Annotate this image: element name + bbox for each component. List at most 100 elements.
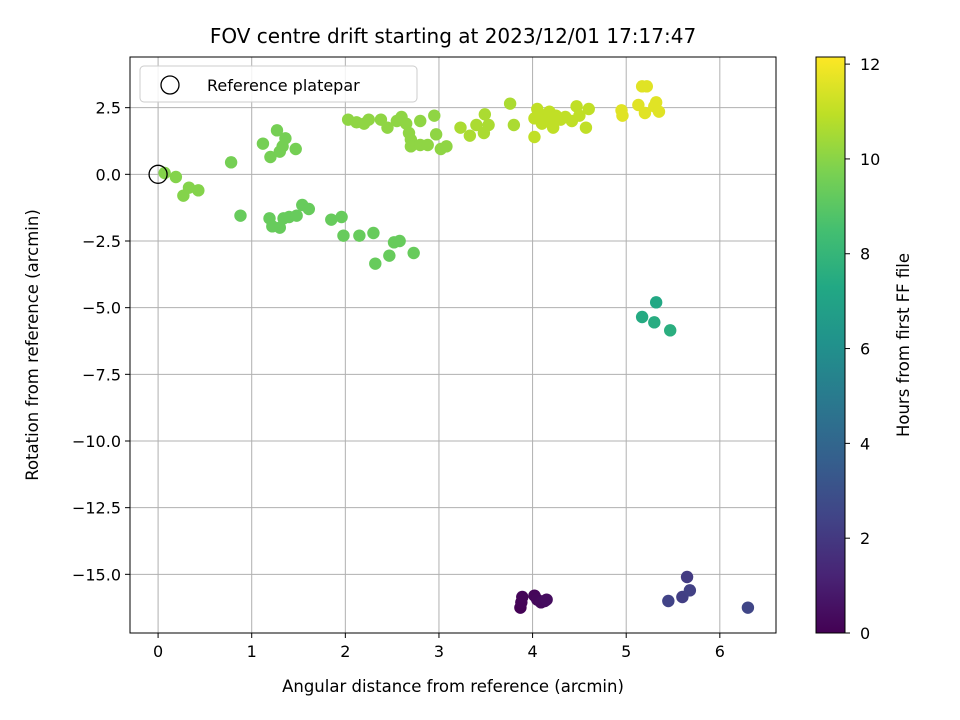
y-tick-label: 2.5 — [96, 99, 121, 118]
data-point — [741, 601, 755, 614]
legend-label: Reference platepar — [207, 76, 360, 95]
data-point — [393, 234, 406, 248]
data-point — [546, 121, 560, 134]
data-point — [507, 118, 521, 132]
data-point — [528, 130, 541, 144]
data-point — [192, 184, 205, 197]
colorbar-tick-label: 6 — [860, 340, 870, 359]
y-tick-label: −12.5 — [72, 499, 121, 518]
x-tick-label: 0 — [153, 642, 163, 661]
data-point — [407, 246, 420, 260]
data-point — [302, 202, 316, 216]
data-point — [680, 570, 694, 584]
data-point — [224, 156, 238, 169]
data-point — [429, 128, 443, 141]
x-tick-label: 2 — [340, 642, 350, 661]
data-point — [662, 594, 675, 608]
data-point — [270, 124, 284, 137]
data-point — [421, 138, 434, 152]
data-point — [652, 105, 666, 118]
data-point — [540, 593, 553, 606]
chart-title: FOV centre drift starting at 2023/12/01 … — [210, 24, 696, 48]
plot-area: Reference platepar — [125, 56, 777, 638]
colorbar-tick-label: 12 — [860, 55, 880, 74]
y-tick-label: −2.5 — [82, 232, 121, 251]
x-tick-label: 5 — [621, 642, 631, 661]
colorbar-tick-label: 2 — [860, 529, 870, 548]
legend-marker-icon — [160, 75, 180, 95]
data-point — [616, 109, 629, 122]
data-point — [516, 590, 529, 604]
data-point — [482, 118, 495, 132]
data-point — [383, 249, 396, 262]
data-point — [649, 96, 663, 109]
plot-background — [130, 57, 776, 633]
data-point — [158, 166, 171, 180]
data-point — [664, 324, 677, 337]
data-point — [404, 140, 418, 153]
data-point — [503, 97, 517, 110]
y-axis-label: Rotation from reference (arcmin) — [23, 209, 42, 481]
x-tick-label: 1 — [247, 642, 257, 661]
plot-frame — [129, 56, 777, 634]
colorbar-label: Hours from first FF file — [894, 253, 913, 437]
data-point — [234, 209, 247, 222]
data-point — [414, 114, 427, 128]
data-point — [635, 310, 649, 324]
grid-lines — [130, 57, 776, 633]
data-point — [579, 121, 593, 134]
colorbar-tick-label: 10 — [860, 150, 880, 169]
data-point — [582, 102, 595, 116]
data-point — [649, 296, 663, 309]
colorbar-gradient — [816, 57, 845, 633]
data-point — [169, 170, 183, 184]
data-point — [478, 108, 492, 121]
colorbar-ticks: 0 2 4 6 8 10 12 — [845, 55, 880, 643]
data-point — [273, 221, 286, 234]
data-point — [182, 181, 196, 194]
colorbar-tick-label: 0 — [860, 624, 870, 643]
data-point — [683, 584, 697, 597]
colorbar-tick-label: 8 — [860, 245, 870, 264]
legend-box — [139, 65, 418, 103]
x-axis-label: Angular distance from reference (arcmin) — [282, 677, 624, 696]
data-point — [440, 140, 453, 153]
data-point — [470, 118, 483, 132]
data-point — [369, 257, 382, 270]
data-point — [279, 132, 292, 145]
colorbar-frame — [815, 56, 846, 634]
data-point — [381, 121, 394, 134]
data-point — [648, 316, 661, 329]
colorbar: 0 2 4 6 8 10 12 — [815, 55, 880, 643]
data-point — [325, 213, 338, 226]
y-tick-label: −5.0 — [82, 299, 121, 318]
x-tick-label: 3 — [434, 642, 444, 661]
data-point — [362, 113, 375, 126]
reference-platepar-marker — [148, 164, 168, 184]
axis-ticks — [125, 107, 721, 638]
data-point — [638, 106, 652, 120]
y-tick-label: −10.0 — [72, 432, 121, 451]
data-point — [367, 226, 380, 240]
data-point — [454, 121, 467, 134]
data-points — [158, 80, 755, 614]
x-tick-label: 4 — [527, 642, 537, 661]
data-point — [337, 229, 350, 242]
data-point — [289, 142, 302, 156]
x-tick-label: 6 — [715, 642, 725, 661]
data-point — [353, 229, 366, 242]
data-point — [428, 109, 441, 122]
data-point — [335, 210, 348, 224]
data-point — [290, 209, 303, 222]
data-point — [399, 117, 413, 130]
y-tick-label: 0.0 — [96, 165, 121, 184]
data-point — [640, 80, 653, 93]
data-point — [463, 129, 477, 142]
data-point — [264, 150, 277, 164]
y-tick-label: −7.5 — [82, 365, 121, 384]
y-tick-label: −15.0 — [72, 565, 121, 584]
data-point — [256, 137, 270, 150]
colorbar-tick-label: 4 — [860, 434, 870, 453]
data-point — [570, 100, 583, 113]
